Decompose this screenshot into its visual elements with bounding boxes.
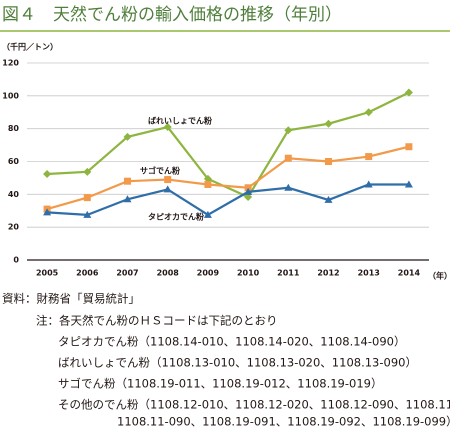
marker: [164, 176, 172, 184]
marker: [83, 194, 91, 202]
series-label: サゴでん粉: [140, 166, 180, 176]
marker: [203, 174, 212, 183]
marker: [365, 153, 373, 161]
x-tick-label: 2010: [237, 269, 260, 278]
marker: [124, 177, 131, 185]
marker: [204, 180, 212, 188]
y-axis-label: （千円／トン）: [2, 42, 58, 52]
marker: [244, 187, 253, 195]
y-tick-label: 60: [8, 157, 20, 166]
x-tick-label: 2006: [76, 269, 99, 278]
y-tick-label: 40: [8, 190, 20, 199]
series-line: [47, 183, 409, 217]
marker: [284, 183, 293, 191]
x-axis-label: （年）: [428, 271, 450, 281]
note-line: その他のでん粉（1108.12-010、1108.12-020、1108.12-…: [58, 398, 450, 412]
series-label: タピオカでん粉: [148, 212, 204, 222]
x-tick-label: 2008: [157, 269, 180, 278]
marker: [163, 123, 172, 132]
x-tick-label: 2005: [36, 269, 59, 278]
x-tick-label: 2011: [277, 269, 300, 278]
x-tick-label: 2012: [317, 269, 339, 278]
marker: [43, 208, 52, 216]
series-line: [46, 145, 410, 211]
marker: [123, 132, 132, 141]
source: 資料：財務省「貿易統計」: [2, 292, 140, 306]
marker: [83, 167, 92, 176]
marker: [405, 143, 413, 151]
marker: [364, 108, 373, 117]
x-tick-label: 2007: [116, 269, 138, 278]
marker: [404, 180, 413, 188]
y-tick-label: 100: [2, 91, 19, 100]
marker: [364, 180, 373, 188]
marker: [244, 184, 252, 192]
marker: [325, 158, 332, 165]
y-tick-label: 20: [8, 223, 20, 232]
marker: [324, 195, 333, 203]
marker: [203, 210, 212, 218]
marker: [43, 169, 52, 178]
x-tick-label: 2014: [398, 269, 421, 278]
y-tick-label: 80: [8, 124, 20, 133]
x-tick-label: 2009: [197, 269, 220, 278]
note-line: サゴでん粉（1108.19-011、1108.19-012、1108.19-01…: [58, 377, 382, 391]
marker: [244, 192, 253, 201]
y-tick-label: 120: [2, 59, 19, 68]
marker: [163, 185, 172, 193]
y-tick-label: 0: [13, 256, 19, 265]
marker: [284, 154, 292, 162]
note-line: 1108.11-090、1108.19-091、1108.19-092、1108…: [117, 415, 450, 427]
marker: [324, 119, 333, 128]
series-line: [47, 91, 410, 199]
x-tick-label: 2013: [358, 269, 380, 278]
chart-title: 図４ 天然でん粉の輸入価格の推移（年別）: [2, 5, 342, 25]
note-title: 注：各天然でん粉のＨＳコードは下記のとおり: [36, 314, 278, 328]
series-label: ばれいしょでん粉: [148, 116, 212, 126]
marker: [83, 210, 92, 218]
marker: [284, 126, 293, 135]
note-line: タピオカでん粉（1108.14-010、1108.14-020、1108.14-…: [58, 335, 405, 349]
note-line: ばれいしょでん粉（1108.13-010、1108.13-020、1108.13…: [58, 356, 417, 370]
marker: [123, 195, 132, 203]
marker: [404, 88, 413, 97]
